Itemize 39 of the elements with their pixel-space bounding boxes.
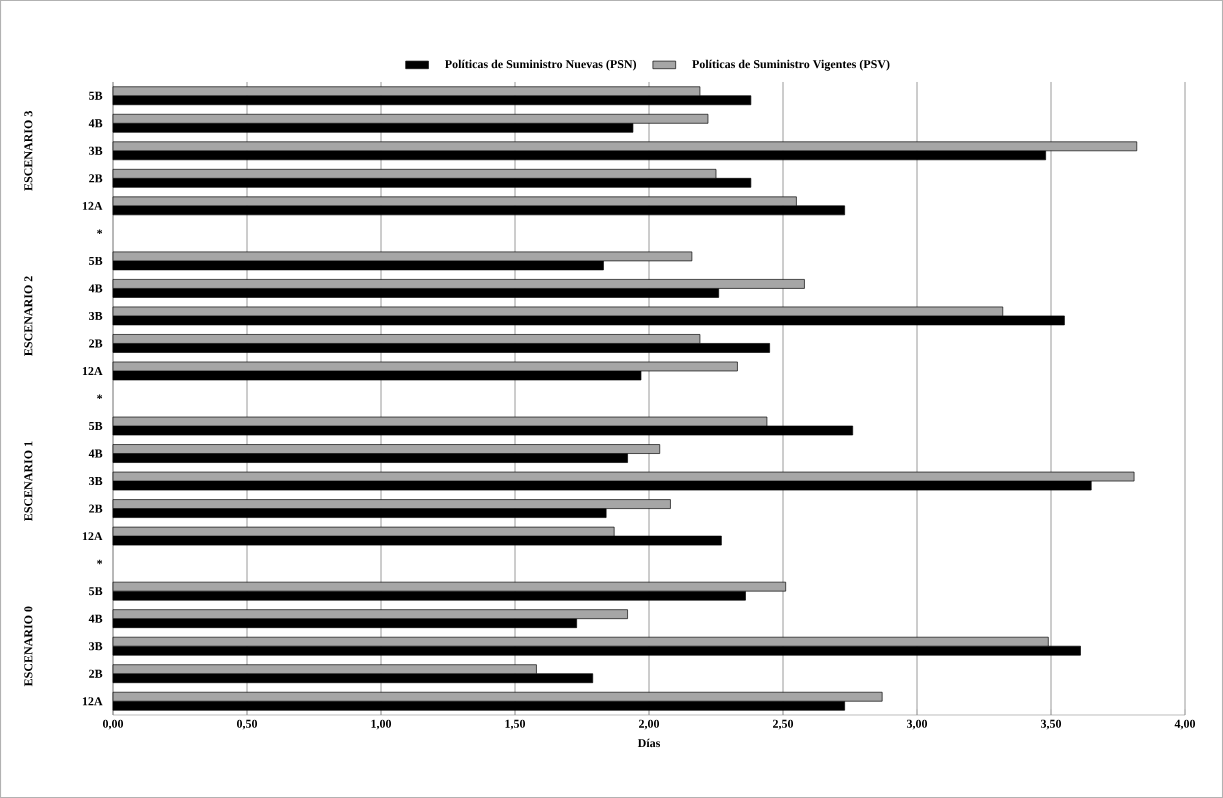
y-tick-label: 5B [89,256,103,265]
y-tick-label: 4B [88,449,103,458]
x-axis-title: Días [637,738,661,748]
y-tick-label: 12A [82,201,103,210]
y-tick-label: 5B [89,91,103,100]
y-tick-label: 2B [89,669,103,678]
x-tick-label: 1,00 [371,719,392,730]
y-tick-label: 3B [89,311,103,320]
text: ESCENARIO 3 [24,111,33,191]
y-tick-label: * [97,394,103,400]
x-tick-label: 2,00 [639,719,660,730]
x-tick-label: 0,50 [236,719,258,730]
legend-label: Políticas de Suministro Nuevas (PSN) [444,59,637,71]
y-tick-label: 3B [89,477,103,486]
x-tick-label: 3,50 [1040,719,1062,730]
x-tick-label: 4,00 [1174,719,1196,730]
text: ESCENARIO 1 [24,441,33,522]
y-tick-label: * [97,229,103,234]
y-tick-label: 4B [88,119,103,128]
y-tick-label: 2B [89,174,103,183]
y-tick-label: 12A [82,532,103,541]
x-tick-label: 0,00 [102,719,124,730]
y-tick-label: * [97,559,103,565]
text: ESCENARIO 2 [24,276,33,356]
x-tick-label: 1,50 [505,719,526,730]
y-tick-label: 5B [89,587,103,596]
x-tick-label: 3,00 [906,719,928,730]
text: ESCENARIO 0 [24,606,33,687]
y-tick-label: 12A [82,697,103,706]
y-tick-label: 2B [89,339,103,348]
y-tick-label: 4B [88,614,103,623]
y-tick-label: 3B [89,146,103,155]
y-tick-label: 12A [82,367,103,375]
y-tick-label: 4B [88,284,103,293]
legend-label: Políticas de Suministro Vigentes (PSV) [692,59,890,71]
x-tick-label: 2,50 [773,719,794,730]
y-tick-label: 3B [89,642,103,651]
y-tick-label: 2B [89,504,103,513]
y-tick-label: 5B [89,422,103,431]
